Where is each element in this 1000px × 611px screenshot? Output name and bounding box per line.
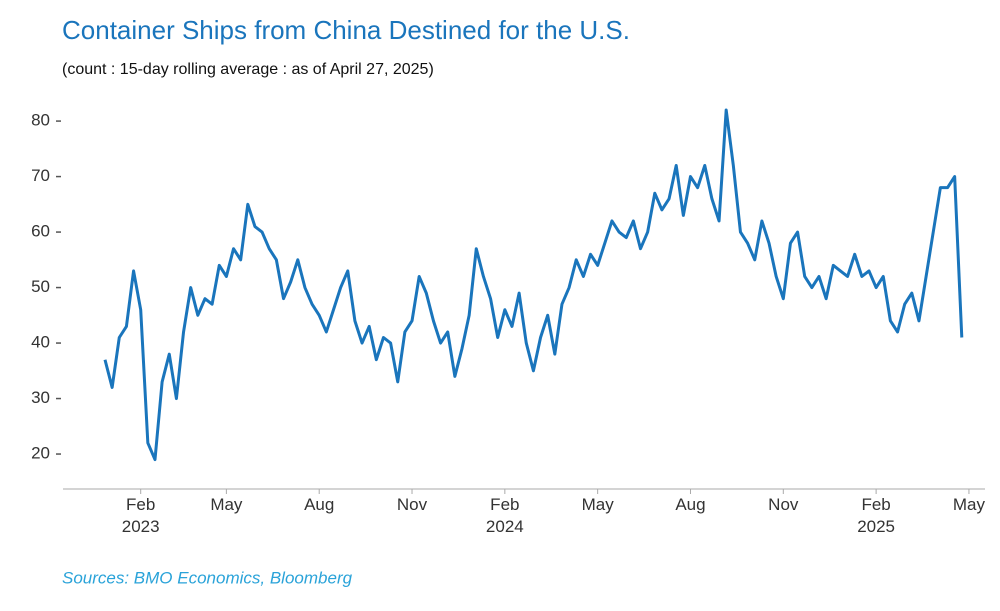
y-tick-label: 70 [31,166,50,185]
y-tick-label: 50 [31,277,50,296]
y-tick-label: 40 [31,333,50,352]
y-tick-label: 30 [31,388,50,407]
y-tick-label: 80 [31,111,50,130]
x-tick-label: Nov [396,495,428,514]
x-tick-label: May [952,495,985,514]
x-tick-label: Feb 2025 [857,495,896,536]
x-tick-label: Feb 2024 [485,495,524,536]
source: Sources: BMO Economics, Bloomberg [62,568,353,587]
x-tick-label: Nov [768,495,799,514]
x-tick-label: May [581,495,614,514]
y-tick-label: 20 [31,444,50,463]
y-tick-label: 60 [31,222,50,241]
data-line [103,108,964,462]
x-tick-label: Aug [304,495,335,514]
chart-subtitle: (count : 15-day rolling average : as of … [62,61,434,78]
x-tick-label: Feb 2023 [121,495,160,536]
x-tick-label: Aug [675,495,706,514]
chart-title: Container Ships from China Destined for … [62,15,630,45]
x-tick-label: May [210,495,243,514]
